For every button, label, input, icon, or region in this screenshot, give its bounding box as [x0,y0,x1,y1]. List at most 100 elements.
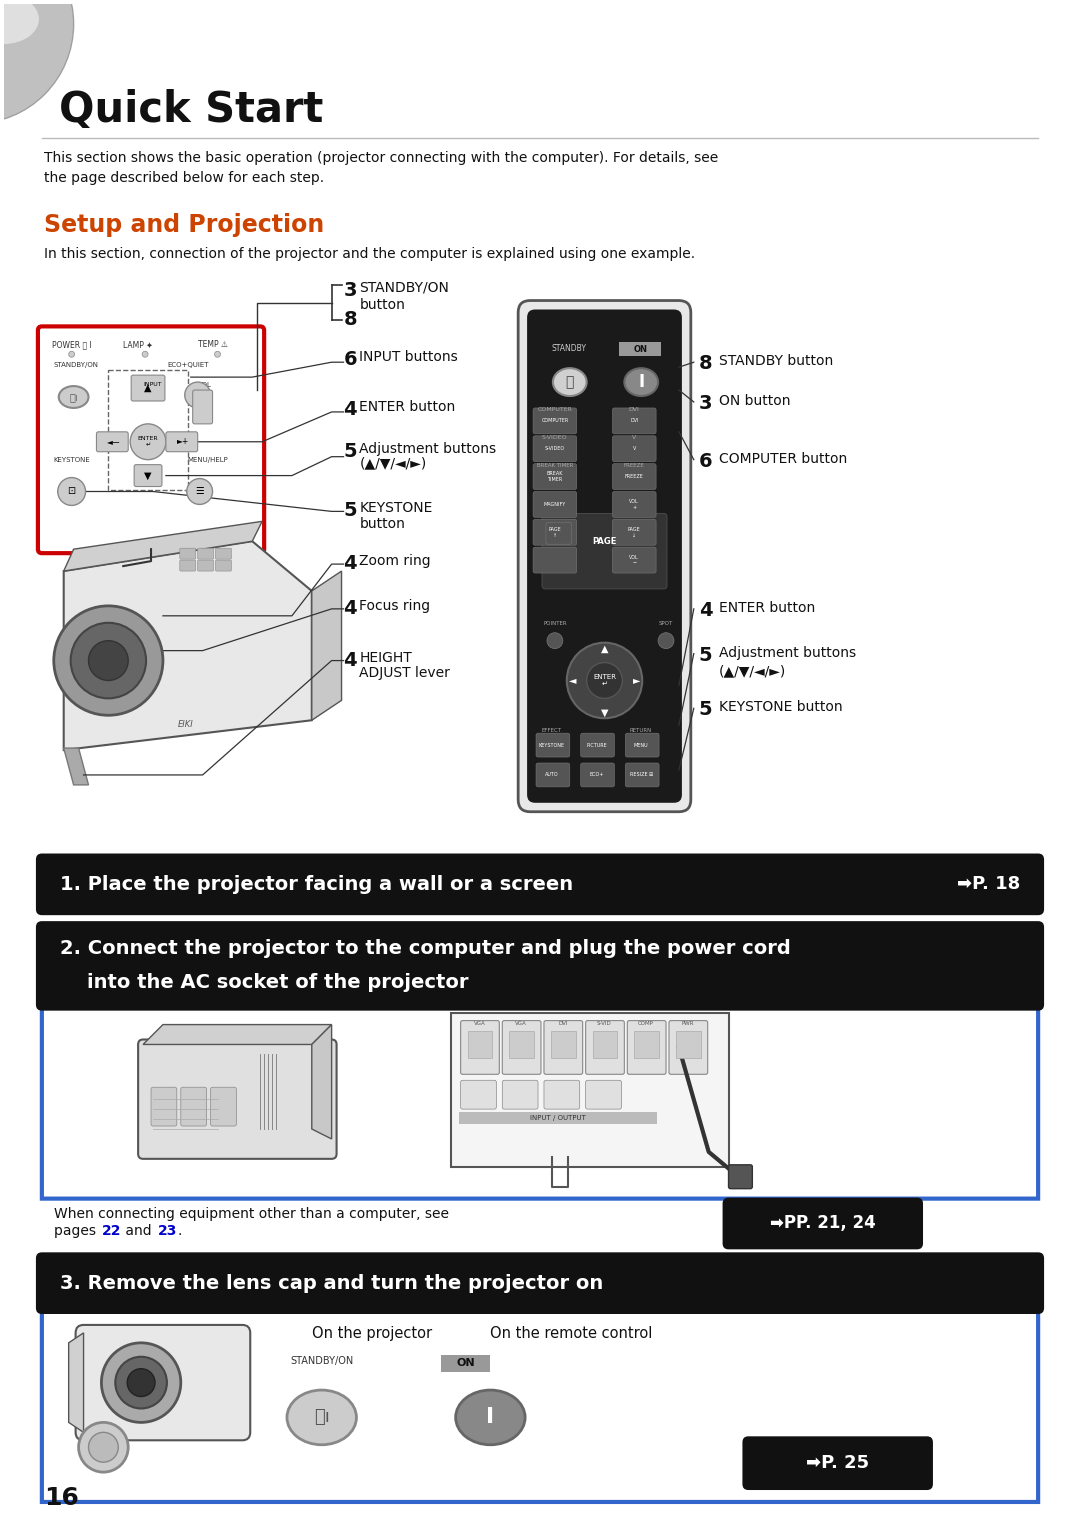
Text: STANDBY/ON: STANDBY/ON [360,281,449,295]
Circle shape [116,1356,167,1408]
Text: 16: 16 [44,1486,79,1511]
Text: ➡P. 18: ➡P. 18 [957,875,1021,893]
Circle shape [89,641,129,680]
Text: EFFECT: EFFECT [542,728,562,734]
Text: PICTURE: PICTURE [586,743,607,748]
Text: Focus ring: Focus ring [360,599,431,613]
Text: On the projector: On the projector [312,1326,432,1341]
Text: BREAK TIMER: BREAK TIMER [537,463,573,468]
Ellipse shape [553,368,586,396]
FancyBboxPatch shape [198,560,214,570]
Text: MAGNIFY: MAGNIFY [543,502,566,508]
Circle shape [69,352,75,358]
Text: INPUT: INPUT [144,382,162,387]
Text: button: button [360,517,405,532]
FancyBboxPatch shape [42,1307,1038,1501]
Polygon shape [64,541,312,751]
Polygon shape [312,1024,332,1139]
Text: 4: 4 [343,651,357,670]
Text: S-VIDEO: S-VIDEO [544,446,565,451]
FancyBboxPatch shape [42,1005,1038,1199]
FancyBboxPatch shape [625,734,659,757]
FancyBboxPatch shape [179,549,195,560]
Text: DVI: DVI [629,407,639,411]
Text: BREAK
TIMER: BREAK TIMER [546,471,563,482]
FancyBboxPatch shape [36,920,1044,1011]
Text: ADJUST lever: ADJUST lever [360,665,450,679]
Circle shape [70,622,146,699]
FancyBboxPatch shape [627,1020,666,1075]
FancyBboxPatch shape [542,514,667,589]
Text: ENTER
↵: ENTER ↵ [593,674,616,687]
Text: ▲: ▲ [600,644,608,653]
Polygon shape [143,1024,332,1044]
Text: ➡PP. 21, 24: ➡PP. 21, 24 [770,1214,876,1232]
FancyBboxPatch shape [518,301,691,812]
Text: 23: 23 [158,1225,177,1238]
Text: RETURN: RETURN [630,728,651,734]
Text: V: V [633,446,636,451]
FancyBboxPatch shape [38,326,265,553]
Text: ENTER
↵: ENTER ↵ [138,436,159,446]
Text: POWER ⏻ I: POWER ⏻ I [52,341,92,349]
FancyBboxPatch shape [216,549,231,560]
Circle shape [57,477,85,506]
Text: S-VIDEO: S-VIDEO [542,434,568,440]
Text: PAGE
↑: PAGE ↑ [549,528,562,538]
FancyBboxPatch shape [527,309,681,803]
Polygon shape [64,748,89,784]
FancyBboxPatch shape [131,375,165,401]
Ellipse shape [0,0,39,44]
Text: KEYSTONE: KEYSTONE [54,457,91,463]
Text: KEYSTONE: KEYSTONE [360,502,433,515]
Text: pages: pages [54,1225,100,1238]
FancyBboxPatch shape [612,463,656,489]
Circle shape [79,1422,129,1472]
Circle shape [102,1342,180,1422]
Circle shape [546,633,563,648]
Text: INPUT / OUTPUT: INPUT / OUTPUT [530,1115,585,1121]
FancyBboxPatch shape [180,1087,206,1125]
FancyBboxPatch shape [669,1020,707,1075]
Text: 3: 3 [343,281,357,300]
FancyBboxPatch shape [134,465,162,486]
FancyBboxPatch shape [585,1081,621,1109]
Text: TEMP ⚠: TEMP ⚠ [198,341,228,349]
Text: VGA: VGA [474,1020,485,1026]
Text: PWR: PWR [681,1020,694,1026]
Text: ▲: ▲ [145,384,152,393]
Text: 6: 6 [343,350,357,370]
Text: Zoom ring: Zoom ring [360,553,431,569]
Polygon shape [69,1333,83,1433]
FancyBboxPatch shape [612,408,656,434]
FancyBboxPatch shape [612,491,656,517]
FancyBboxPatch shape [96,431,129,451]
FancyBboxPatch shape [76,1326,251,1440]
Circle shape [131,424,166,460]
Text: ◄—: ◄— [107,437,120,446]
Text: ON: ON [633,344,647,353]
Text: S-VID: S-VID [597,1020,612,1026]
Text: DVI: DVI [630,419,638,424]
Text: LAMP ✦: LAMP ✦ [123,341,153,349]
Text: button: button [360,298,405,312]
Text: into the AC socket of the projector: into the AC socket of the projector [59,974,469,992]
FancyBboxPatch shape [36,853,1044,916]
Text: 3: 3 [699,394,713,413]
Text: Setup and Projection: Setup and Projection [44,213,324,237]
FancyBboxPatch shape [544,1081,580,1109]
Polygon shape [64,521,262,570]
FancyBboxPatch shape [551,1031,576,1058]
Ellipse shape [58,387,89,408]
FancyBboxPatch shape [192,390,213,424]
Circle shape [658,633,674,648]
Text: ⊡: ⊡ [68,486,76,497]
Text: COMP: COMP [638,1020,654,1026]
Text: 4: 4 [343,599,357,618]
Circle shape [187,479,213,505]
FancyBboxPatch shape [612,436,656,462]
FancyBboxPatch shape [536,763,570,787]
Text: Adjustment buttons: Adjustment buttons [360,442,497,456]
Text: DVI: DVI [558,1020,568,1026]
Text: (▲/▼/◄/►): (▲/▼/◄/►) [360,457,427,471]
